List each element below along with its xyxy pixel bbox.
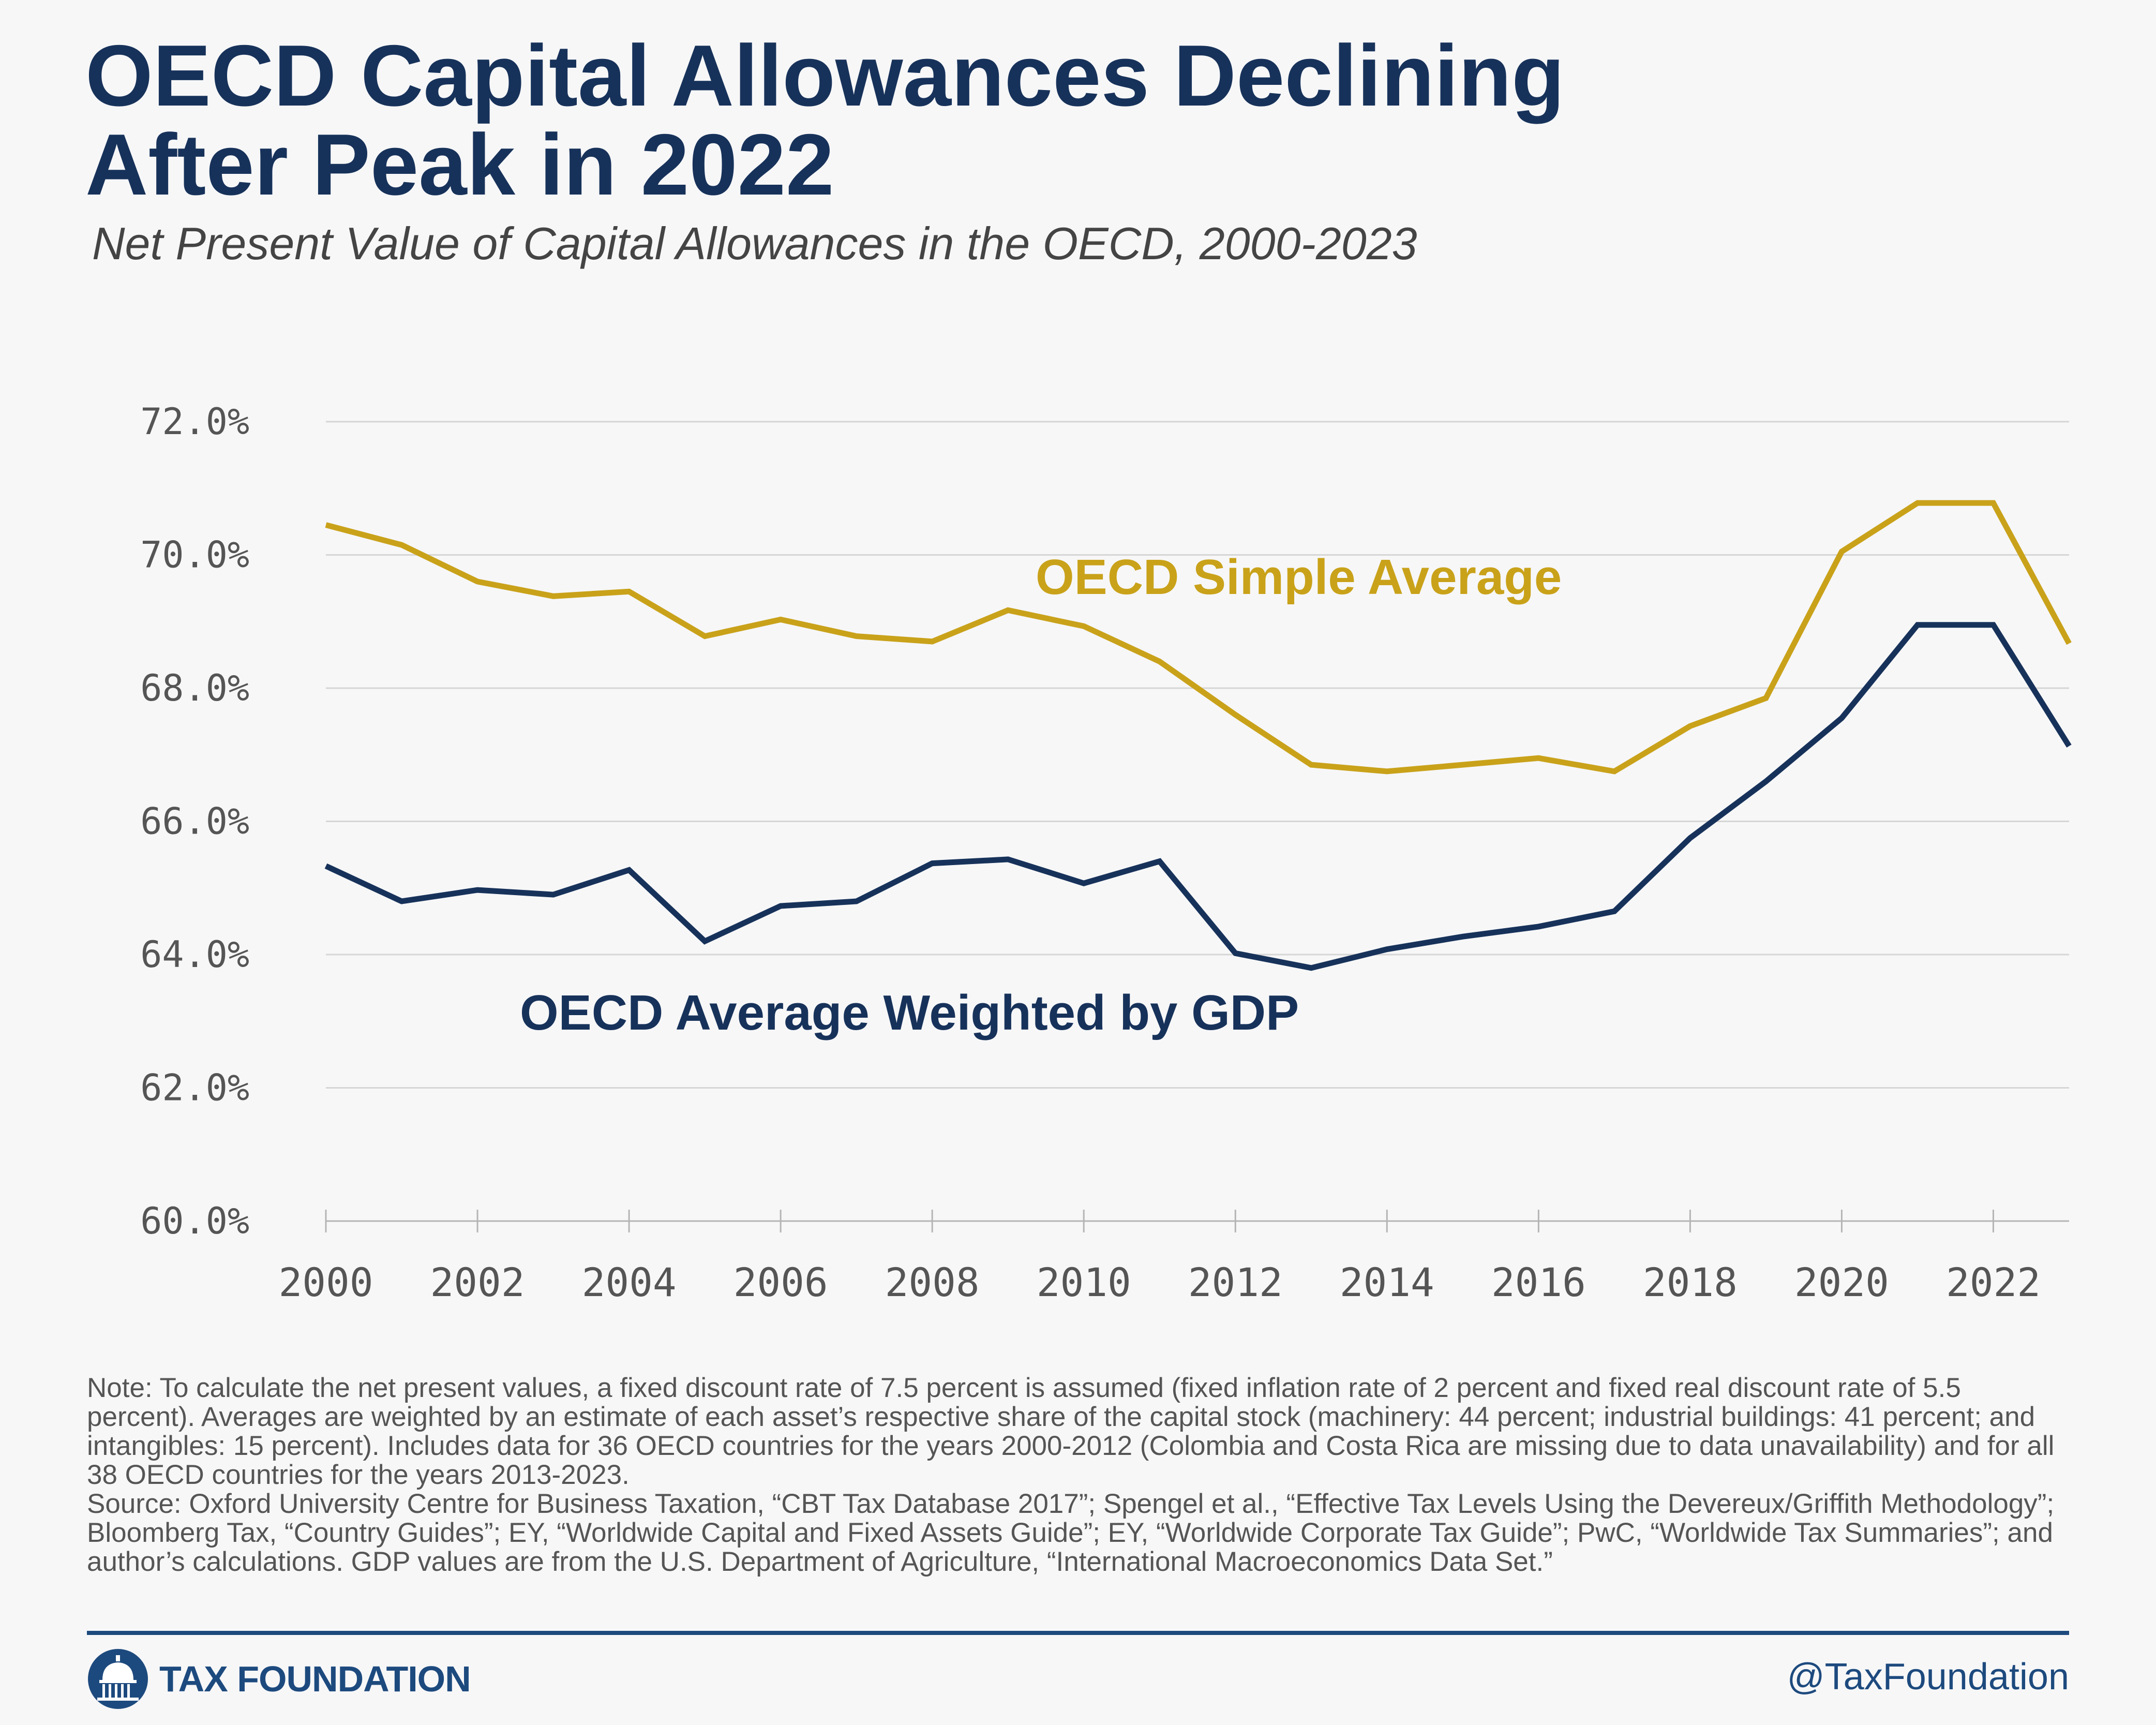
x-tick-label: 2022	[1946, 1259, 2041, 1305]
footer-divider	[87, 1631, 2069, 1635]
note-text: Note: To calculate the net present value…	[87, 1373, 2055, 1490]
x-tick-label: 2020	[1794, 1259, 1889, 1305]
y-tick-label: 64.0%	[140, 933, 249, 976]
x-tick-label: 2016	[1491, 1259, 1586, 1305]
series-line-simple-average	[325, 500, 2072, 775]
series-lines	[324, 500, 2072, 971]
x-tick-label: 2018	[1643, 1259, 1738, 1305]
x-tick-label: 2014	[1340, 1259, 1434, 1305]
series-label-gdp-weighted: OECD Average Weighted by GDP	[520, 985, 1299, 1040]
chart-title-line-2: After Peak in 2022	[85, 116, 834, 213]
y-axis-tick-labels: 60.0% 62.0% 64.0% 66.0% 68.0% 70.0% 72.0%	[140, 400, 249, 1242]
chart-subtitle: Net Present Value of Capital Allowances …	[92, 218, 1417, 269]
x-axis	[325, 1210, 2069, 1232]
x-axis-tick-labels: 2000 2002 2004 2006 2008 2010 2012 2014 2016 2018…	[278, 1259, 2041, 1305]
line-chart: 60.0% 62.0% 64.0% 66.0% 68.0% 70.0% 72.0% 2000…	[140, 400, 2072, 1305]
notes-block: Note: To calculate the net present value…	[87, 1374, 2073, 1577]
capitol-dome-icon	[88, 1649, 148, 1709]
y-tick-label: 68.0%	[140, 667, 249, 709]
y-tick-label: 72.0%	[140, 400, 249, 443]
x-tick-label: 2008	[885, 1259, 980, 1305]
series-label-simple-average: OECD Simple Average	[1036, 549, 1562, 605]
chart-title: OECD Capital Allowances Declining After …	[85, 31, 1896, 209]
x-tick-label: 2004	[582, 1259, 677, 1305]
x-tick-label: 2000	[278, 1259, 373, 1305]
y-tick-label: 70.0%	[140, 534, 249, 576]
twitter-handle[interactable]: @TaxFoundation	[1787, 1656, 2069, 1698]
source-text: Source: Oxford University Centre for Bus…	[87, 1489, 2055, 1577]
y-tick-label: 62.0%	[140, 1067, 249, 1109]
series-labels: OECD Simple Average OECD Average Weighted…	[520, 549, 1562, 1040]
tax-foundation-logo: TAX FOUNDATION	[87, 1648, 471, 1710]
y-tick-label: 60.0%	[140, 1200, 249, 1242]
x-tick-label: 2002	[430, 1259, 525, 1305]
x-tick-label: 2006	[733, 1259, 828, 1305]
x-tick-label: 2012	[1188, 1259, 1283, 1305]
x-tick-label: 2010	[1037, 1259, 1131, 1305]
brand-name: TAX FOUNDATION	[159, 1659, 471, 1699]
series-line-gdp-weighted	[324, 622, 2072, 971]
chart-title-line-1: OECD Capital Allowances Declining	[85, 27, 1565, 124]
y-tick-label: 66.0%	[140, 800, 249, 843]
